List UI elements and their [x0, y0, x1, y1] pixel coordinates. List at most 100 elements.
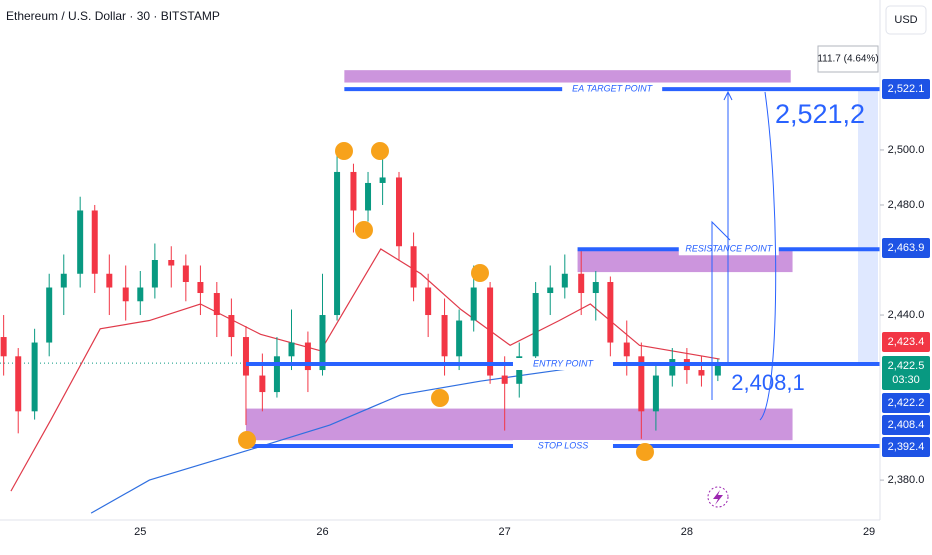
- candle-body: [31, 342, 38, 412]
- y-tick-label: 2,500.0: [888, 144, 925, 156]
- candle-body: [425, 287, 432, 316]
- candle-body: [350, 171, 357, 211]
- candle-body: [501, 375, 508, 384]
- candle-body: [304, 342, 311, 371]
- candle-body: [669, 359, 676, 376]
- countdown: 03:30: [892, 374, 920, 386]
- x-tick-label: 27: [499, 526, 511, 538]
- y-tick-label: 2,480.0: [888, 199, 925, 211]
- pattern-marker: [355, 221, 373, 239]
- price-badge-label: 2,423.4: [888, 336, 925, 348]
- candle-body: [213, 293, 220, 316]
- candle-body: [561, 273, 568, 288]
- candle-body: [273, 356, 280, 393]
- level-label-bg: [512, 439, 613, 452]
- candle-body: [652, 375, 659, 412]
- level-label: ENTRY POINT: [533, 358, 595, 368]
- moving-average: [10, 248, 720, 492]
- price-badge-label: 2,522.1: [888, 83, 925, 95]
- candle-body: [242, 337, 249, 376]
- x-tick-label: 29: [863, 526, 875, 538]
- price-badge-label: 2,408.4: [888, 419, 925, 431]
- annotation-entry: 2,408,1: [731, 370, 804, 395]
- price-badge: [882, 437, 930, 457]
- candle-body: [168, 260, 175, 266]
- y-tick-label: 2,440.0: [888, 309, 925, 321]
- candle-body: [516, 356, 523, 384]
- candle-body: [122, 287, 129, 302]
- level-label: EA TARGET POINT: [572, 84, 654, 94]
- candle-body: [365, 182, 372, 211]
- price-badge: [882, 332, 930, 352]
- pattern-marker: [471, 264, 489, 282]
- currency-label: USD: [894, 14, 917, 26]
- candle-body: [592, 282, 599, 294]
- candle-body: [77, 210, 84, 274]
- level-label-bg: [512, 358, 613, 370]
- arrow: [711, 91, 777, 421]
- candle-body: [456, 320, 463, 357]
- price-badge: [882, 79, 930, 99]
- level-label-bg: [562, 83, 663, 96]
- candle-body: [470, 287, 477, 321]
- lightning-icon[interactable]: [707, 486, 729, 508]
- candle-body: [623, 342, 630, 357]
- candle-body: [182, 265, 189, 283]
- price-badge-label: 2,463.9: [888, 242, 925, 254]
- candle-body: [137, 287, 144, 302]
- candle-body: [288, 342, 295, 357]
- candle-body: [410, 246, 417, 288]
- arrow: [723, 90, 733, 363]
- candle-body: [60, 273, 67, 288]
- level-label: RESISTANCE POINT: [685, 244, 773, 254]
- x-tick-label: 25: [134, 526, 146, 538]
- candle-body: [46, 287, 53, 343]
- candle-body: [91, 210, 98, 274]
- candle-body: [106, 273, 113, 288]
- candle-body: [0, 337, 7, 357]
- price-badge-label: 2,392.4: [888, 441, 925, 453]
- level-label-bg: [678, 243, 779, 256]
- candle-body: [151, 260, 158, 288]
- pattern-marker: [636, 443, 654, 461]
- candle-body: [197, 282, 204, 294]
- level-label: STOP LOSS: [538, 440, 589, 450]
- price-badge-label: 2,422.5: [888, 360, 925, 372]
- pattern-marker: [238, 431, 256, 449]
- zone: [577, 250, 793, 273]
- candle-body: [259, 375, 266, 393]
- candle-body: [714, 363, 721, 376]
- price-badge-label: 2,422.2: [888, 397, 925, 409]
- y-tick-label: 2,380.0: [888, 474, 925, 486]
- price-badge: [882, 415, 930, 435]
- plot-area: EA TARGET POINT RESISTANCE POINT ENTRY POI…: [0, 70, 880, 514]
- candle-body: [547, 287, 554, 294]
- candle-body: [441, 315, 448, 357]
- candle-body: [396, 177, 403, 247]
- pattern-marker: [335, 142, 353, 160]
- annotation-target: 2,521,2: [775, 99, 865, 129]
- pattern-marker: [371, 142, 389, 160]
- candle-body: [607, 282, 614, 343]
- pattern-marker: [431, 389, 449, 407]
- candle-body: [319, 315, 326, 371]
- candle-body: [487, 287, 494, 376]
- x-tick-label: 28: [681, 526, 693, 538]
- chart-title: Ethereum / U.S. Dollar · 30 · BITSTAMP: [6, 9, 220, 23]
- candle-body: [334, 171, 341, 316]
- zone: [344, 70, 791, 83]
- candle-body: [15, 356, 22, 412]
- candle-body: [698, 370, 705, 376]
- candle-body: [532, 293, 539, 357]
- x-tick-label: 26: [316, 526, 328, 538]
- measure-label: 111.7 (4.64%): [817, 54, 878, 65]
- zone: [245, 408, 793, 441]
- currency-button[interactable]: [885, 5, 927, 35]
- candle-body: [379, 177, 386, 183]
- measure-range: [858, 89, 878, 365]
- candle-body: [578, 273, 585, 294]
- price-badge: [882, 238, 930, 258]
- measure-box: [817, 45, 879, 73]
